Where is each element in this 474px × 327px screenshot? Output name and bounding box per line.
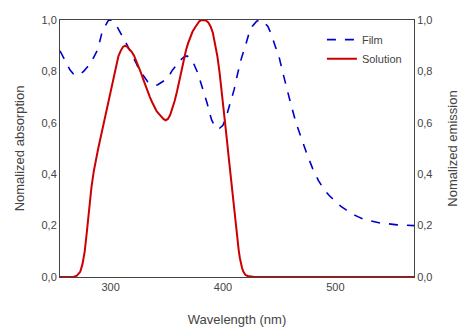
svg-text:Film: Film [362,34,383,46]
svg-text:Solution: Solution [362,53,402,65]
svg-text:0,2: 0,2 [42,219,57,231]
svg-text:0,0: 0,0 [42,271,57,283]
svg-text:0,2: 0,2 [417,219,432,231]
svg-text:400: 400 [214,281,232,293]
svg-text:300: 300 [101,281,119,293]
svg-text:0,6: 0,6 [42,117,57,129]
svg-text:0,0: 0,0 [417,271,432,283]
svg-text:0,8: 0,8 [42,65,57,77]
svg-text:500: 500 [326,281,344,293]
svg-text:0,4: 0,4 [42,168,57,180]
svg-text:Nomalized emission: Nomalized emission [445,90,460,206]
svg-text:Nomalized absorption: Nomalized absorption [12,86,27,212]
svg-text:0,6: 0,6 [417,117,432,129]
svg-text:Wavelength (nm): Wavelength (nm) [188,312,287,327]
svg-text:0,8: 0,8 [417,65,432,77]
svg-text:1,0: 1,0 [417,14,432,26]
svg-text:1,0: 1,0 [42,14,57,26]
svg-text:0,4: 0,4 [417,168,432,180]
